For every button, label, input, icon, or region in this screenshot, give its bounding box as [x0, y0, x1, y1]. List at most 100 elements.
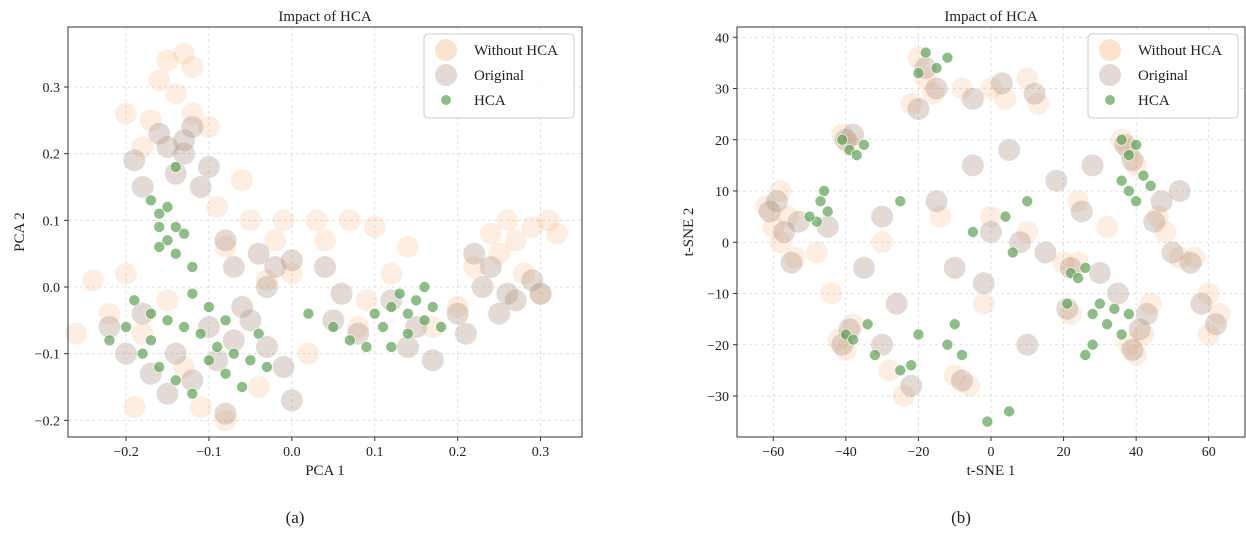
data-point — [1027, 92, 1050, 115]
data-point — [488, 302, 511, 325]
data-point — [222, 256, 245, 278]
data-point — [521, 269, 544, 292]
x-tick-label: 60 — [1202, 445, 1216, 460]
x-tick-label: −60 — [762, 445, 784, 460]
data-point — [1115, 174, 1128, 187]
data-point — [1045, 169, 1068, 192]
data-point — [1139, 292, 1162, 315]
data-point — [164, 82, 187, 105]
data-point — [869, 349, 881, 361]
data-point — [446, 302, 469, 325]
data-point — [219, 314, 232, 327]
data-point — [850, 149, 863, 161]
data-point — [919, 46, 932, 59]
x-tick-label: 20 — [1057, 445, 1071, 460]
data-point — [463, 242, 486, 265]
legend-label: HCA — [474, 93, 506, 109]
data-point — [858, 139, 870, 151]
data-point — [805, 241, 828, 264]
panel-label: (b) — [951, 508, 971, 527]
legend: Without HCA Original HCA — [1087, 33, 1239, 119]
x-tick-label: 0.3 — [532, 445, 550, 460]
data-point — [128, 294, 141, 307]
data-point — [197, 116, 220, 138]
legend-marker — [435, 39, 457, 61]
data-point — [1006, 246, 1019, 259]
data-point — [1179, 251, 1202, 274]
data-point — [776, 205, 799, 228]
data-point — [145, 334, 157, 347]
legend: Without HCA Original HCA — [423, 33, 575, 119]
data-point — [521, 216, 544, 238]
data-point — [264, 229, 287, 252]
data-point — [272, 209, 295, 232]
data-point — [255, 276, 278, 298]
chart-title: Impact of HCA — [278, 9, 371, 25]
data-point — [1144, 180, 1157, 192]
data-point — [980, 221, 1002, 243]
data-point — [214, 229, 237, 252]
y-tick-label: −0.2 — [35, 414, 60, 429]
x-axis-label: t-SNE 1 — [967, 463, 1016, 479]
data-point — [1086, 308, 1099, 320]
data-point — [1130, 139, 1142, 151]
plot-frame — [67, 26, 583, 438]
data-point — [136, 347, 149, 360]
data-point — [189, 176, 212, 198]
y-axis-label: PCA 2 — [12, 212, 28, 252]
data-point — [537, 209, 560, 232]
data-point — [900, 92, 923, 115]
chart-panel-1: −0.2 −0.1 0.0 0.1 0.2 0.3 −0.2 −0.1 0.0 0.1 0.2 0.3… — [12, 9, 583, 527]
data-point — [784, 246, 807, 269]
data-point — [780, 251, 803, 274]
data-point — [1168, 180, 1191, 202]
legend-label: Original — [474, 68, 524, 84]
data-point — [755, 195, 778, 218]
data-point — [967, 226, 979, 238]
data-point — [161, 201, 174, 213]
data-point — [228, 347, 240, 360]
data-point — [214, 402, 237, 425]
data-point — [929, 205, 952, 228]
legend-box — [1087, 33, 1239, 119]
data-point — [148, 69, 171, 92]
data-point — [773, 221, 796, 243]
data-point — [1088, 262, 1111, 284]
data-point — [994, 87, 1017, 110]
data-point — [368, 307, 381, 320]
y-tick-label: 0.3 — [43, 81, 61, 96]
data-point — [1197, 282, 1220, 305]
data-point — [1115, 328, 1128, 341]
data-point — [925, 190, 948, 213]
data-point — [921, 82, 944, 105]
data-point — [496, 282, 519, 305]
data-point — [380, 262, 403, 285]
data-point — [139, 109, 162, 132]
data-point — [905, 359, 917, 372]
data-point — [178, 321, 190, 333]
x-axis-label: PCA 1 — [305, 463, 345, 479]
data-point — [355, 289, 378, 312]
data-point — [1161, 241, 1184, 264]
data-point — [925, 77, 948, 100]
data-point — [1123, 149, 1135, 161]
data-point — [402, 307, 414, 320]
data-point — [1208, 303, 1231, 325]
data-point — [1197, 323, 1220, 346]
data-point — [950, 369, 973, 392]
data-point — [244, 354, 257, 367]
data-point — [418, 314, 431, 327]
data-point — [930, 62, 943, 74]
data-point — [878, 359, 901, 382]
data-point — [181, 102, 204, 125]
data-point — [894, 364, 907, 377]
x-tick-label: 40 — [1129, 445, 1143, 460]
data-point — [1023, 82, 1046, 105]
y-tick-label: 0.2 — [43, 148, 61, 163]
data-point — [961, 154, 984, 177]
data-point — [418, 281, 431, 293]
data-point — [145, 307, 157, 320]
x-tick-label: 0.1 — [366, 445, 384, 460]
data-point — [871, 231, 894, 254]
data-point — [972, 292, 995, 315]
